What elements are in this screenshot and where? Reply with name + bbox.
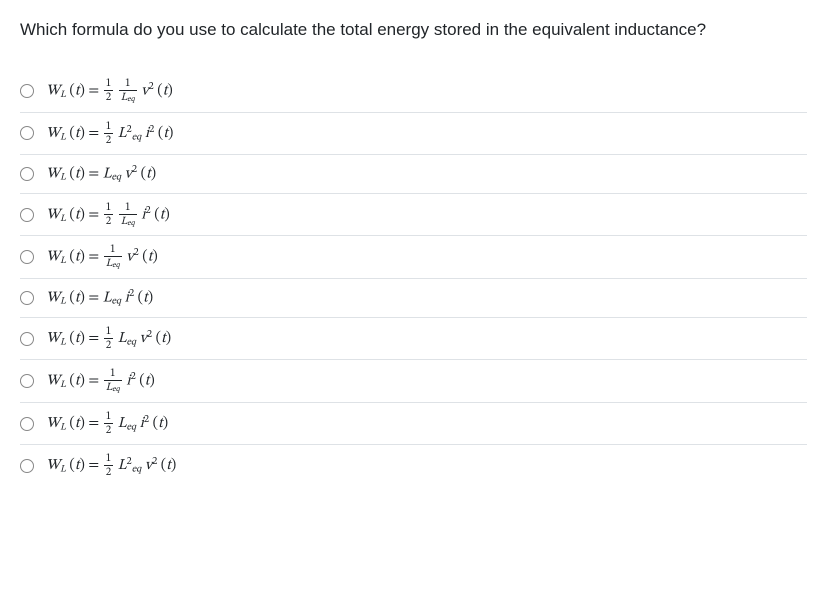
option-formula: WL (t) = 12 L2eq i2 (t) xyxy=(46,121,173,146)
option-formula: WL (t) = 12 Leq v2 (t) xyxy=(46,326,171,351)
radio-icon[interactable] xyxy=(20,126,34,140)
option-row[interactable]: WL (t) = 12 1Leq v2 (t) xyxy=(20,70,807,113)
radio-icon[interactable] xyxy=(20,332,34,346)
option-row[interactable]: WL (t) = 1Leq v2 (t) xyxy=(20,236,807,279)
radio-icon[interactable] xyxy=(20,374,34,388)
question-text: Which formula do you use to calculate th… xyxy=(20,18,807,42)
option-formula: WL (t) = 12 1Leq i2 (t) xyxy=(46,202,170,228)
option-formula: WL (t) = Leq i2 (t) xyxy=(46,288,153,308)
option-row[interactable]: WL (t) = 1Leq i2 (t) xyxy=(20,360,807,403)
radio-icon[interactable] xyxy=(20,208,34,222)
option-row[interactable]: WL (t) = Leq v2 (t) xyxy=(20,155,807,194)
option-row[interactable]: WL (t) = 12 Leq v2 (t) xyxy=(20,318,807,360)
radio-icon[interactable] xyxy=(20,84,34,98)
radio-icon[interactable] xyxy=(20,250,34,264)
option-row[interactable]: WL (t) = 12 L2eq v2 (t) xyxy=(20,445,807,486)
option-row[interactable]: WL (t) = 12 Leq i2 (t) xyxy=(20,403,807,445)
option-formula: WL (t) = 12 L2eq v2 (t) xyxy=(46,453,176,478)
option-formula: WL (t) = 12 1Leq v2 (t) xyxy=(46,78,173,104)
radio-icon[interactable] xyxy=(20,167,34,181)
radio-icon[interactable] xyxy=(20,459,34,473)
option-formula: WL (t) = 1Leq i2 (t) xyxy=(46,368,155,394)
option-row[interactable]: WL (t) = 12 L2eq i2 (t) xyxy=(20,113,807,155)
option-formula: WL (t) = 12 Leq i2 (t) xyxy=(46,411,168,436)
option-formula: WL (t) = Leq v2 (t) xyxy=(46,164,156,184)
option-formula: WL (t) = 1Leq v2 (t) xyxy=(46,244,158,270)
option-row[interactable]: WL (t) = 12 1Leq i2 (t) xyxy=(20,194,807,237)
radio-icon[interactable] xyxy=(20,417,34,431)
radio-icon[interactable] xyxy=(20,291,34,305)
option-row[interactable]: WL (t) = Leq i2 (t) xyxy=(20,279,807,318)
options-list: WL (t) = 12 1Leq v2 (t) WL (t) = 12 L2eq… xyxy=(20,70,807,486)
